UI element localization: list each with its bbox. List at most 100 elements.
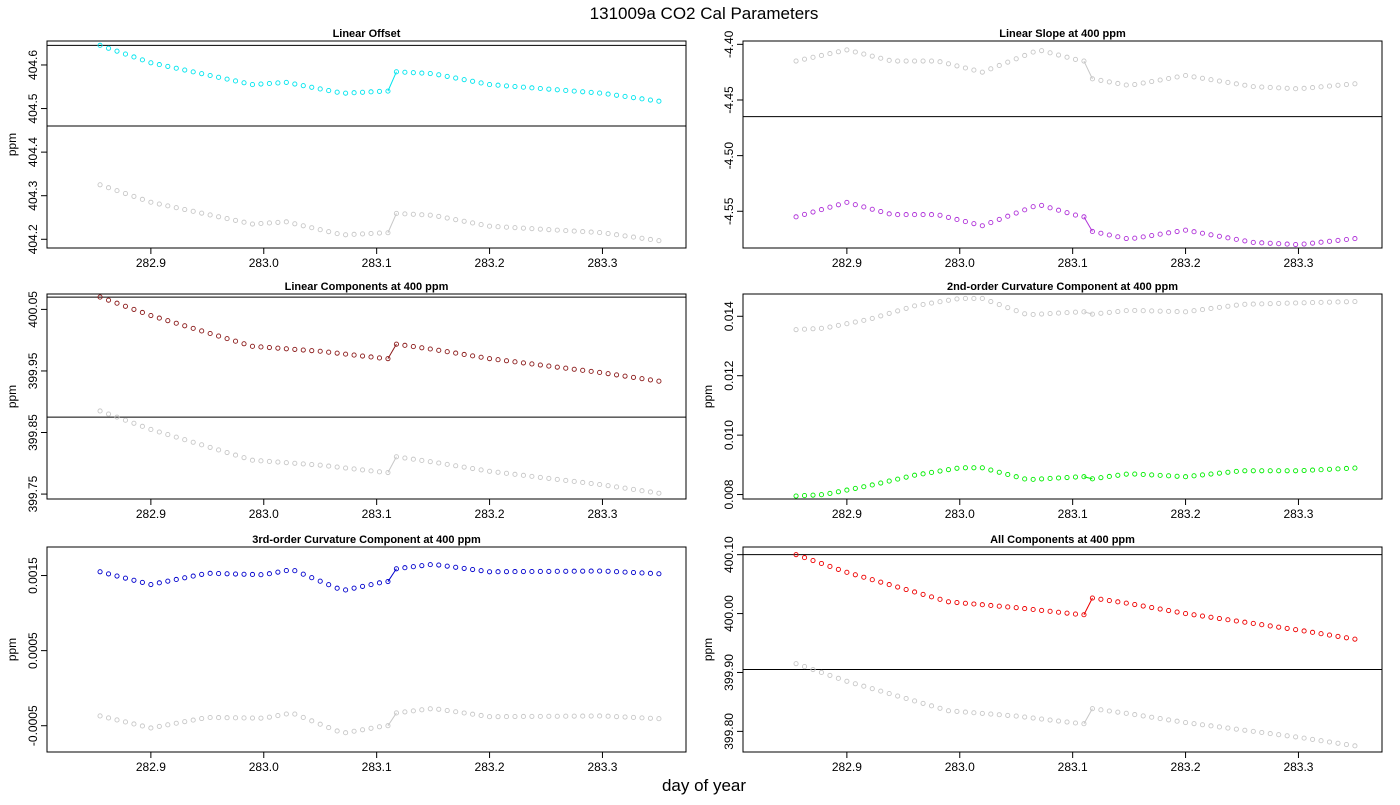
data-point [537, 568, 543, 574]
data-point [453, 463, 459, 469]
series-connector [1083, 60, 1093, 80]
data-point [1030, 606, 1036, 613]
data-point [878, 480, 884, 486]
data-point [861, 574, 867, 580]
data-point [895, 476, 901, 482]
data-point [1072, 611, 1079, 617]
data-point [402, 211, 408, 217]
data-point [1140, 308, 1146, 314]
data-point [444, 215, 450, 221]
data-point [1310, 629, 1316, 635]
data-point [1149, 78, 1155, 85]
data-point [869, 577, 875, 583]
data-point [639, 376, 645, 382]
data-point [105, 715, 112, 721]
data-point [1132, 602, 1138, 608]
data-point [1072, 212, 1079, 218]
data-point [861, 484, 867, 490]
data-point [1267, 623, 1273, 629]
data-point [139, 196, 145, 202]
data-point [1132, 471, 1138, 477]
data-point [1064, 54, 1070, 60]
data-point [1056, 718, 1062, 724]
x-tick-label: 283.1 [1058, 760, 1088, 774]
data-point [1233, 726, 1239, 732]
y-axis-label: ppm [5, 133, 19, 156]
y-tick-label: 0.0015 [26, 557, 40, 594]
data-point [470, 465, 476, 472]
data-point [368, 89, 374, 95]
data-point [1208, 305, 1214, 312]
data-point [1098, 230, 1104, 236]
data-point [1199, 230, 1206, 236]
data-point [453, 350, 459, 356]
data-point [878, 55, 884, 61]
data-point [241, 341, 247, 347]
data-point [630, 234, 637, 240]
data-point [962, 465, 968, 471]
data-point [801, 664, 808, 670]
data-point [359, 727, 366, 733]
data-point [122, 719, 129, 725]
data-point [903, 586, 909, 593]
data-point [283, 79, 289, 85]
data-point [1149, 232, 1155, 239]
data-point [546, 86, 552, 92]
data-point [385, 230, 391, 236]
data-point [971, 601, 977, 607]
series-2 [793, 465, 1358, 499]
data-point [1140, 713, 1146, 719]
data-point [436, 562, 442, 568]
data-point [520, 472, 526, 478]
data-point [139, 579, 145, 585]
data-point [1013, 713, 1019, 719]
data-point [359, 231, 366, 237]
data-point [148, 725, 154, 731]
data-point [376, 230, 383, 236]
data-point [359, 353, 366, 359]
data-point [554, 713, 560, 719]
data-point [597, 90, 603, 96]
data-point [1216, 724, 1222, 730]
series-connector [387, 712, 397, 726]
data-point [827, 490, 833, 496]
data-point [537, 85, 543, 92]
data-point [317, 721, 323, 727]
data-point [1301, 300, 1307, 306]
panel-2: Linear Slope at 400 ppm 282.9 283.0 283.1 28… [722, 28, 1383, 270]
data-point [1039, 716, 1045, 722]
data-point [1310, 736, 1316, 742]
data-point [656, 490, 662, 496]
data-point [97, 182, 103, 188]
data-point [1250, 468, 1256, 474]
data-point [656, 716, 662, 722]
data-point [1081, 214, 1087, 220]
plot-frame [46, 40, 687, 249]
data-point [478, 568, 484, 574]
series-connector [1083, 597, 1093, 615]
data-point [1310, 467, 1316, 473]
data-point [503, 470, 510, 476]
data-point [1115, 599, 1121, 605]
data-point [647, 715, 653, 721]
data-point [580, 568, 586, 574]
data-point [1005, 712, 1011, 718]
data-point [275, 80, 281, 86]
data-point [436, 460, 442, 466]
x-tick-label: 283.1 [362, 256, 392, 270]
data-point [1225, 303, 1231, 309]
data-point [835, 566, 841, 572]
data-point [827, 563, 833, 569]
data-point [886, 478, 892, 484]
data-point [818, 560, 825, 567]
data-point [503, 569, 510, 575]
data-point [988, 220, 994, 226]
data-point [912, 589, 918, 595]
data-point [122, 417, 129, 423]
panel-title: Linear Slope at 400 ppm [999, 28, 1126, 40]
data-point [241, 455, 247, 461]
y-tick-label: 399.85 [26, 414, 40, 451]
data-point [1056, 310, 1062, 316]
data-point [495, 224, 501, 230]
x-tick-label: 283.0 [945, 256, 975, 270]
